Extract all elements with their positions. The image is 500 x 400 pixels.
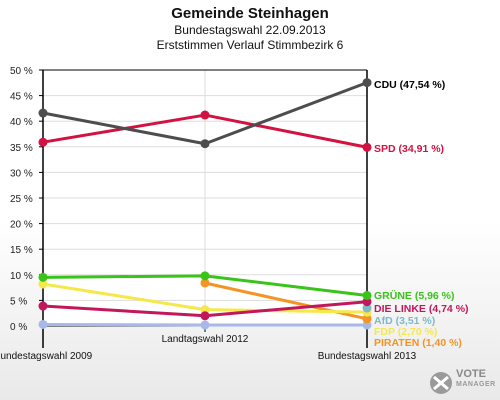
series-label-fdp: FDP (2,70 %) bbox=[374, 326, 437, 338]
data-point-sonstige bbox=[200, 320, 210, 330]
data-point-fdp bbox=[38, 279, 48, 289]
y-tick-label: 5 % bbox=[10, 296, 27, 307]
x-category-label: Bundestagswahl 2013 bbox=[318, 351, 417, 362]
data-point-cdu bbox=[200, 139, 210, 149]
data-point-piraten bbox=[200, 278, 210, 288]
data-point-sonstige bbox=[38, 319, 48, 329]
chart-title: Gemeinde Steinhagen bbox=[171, 5, 329, 22]
chart-subtitle: Bundestagswahl 22.09.2013 bbox=[174, 23, 326, 37]
series-label-spd: SPD (34,91 %) bbox=[374, 143, 444, 155]
data-point-gr-ne bbox=[200, 271, 210, 281]
x-category-label: Landtagswahl 2012 bbox=[162, 334, 249, 345]
series-label-gr-ne: GRÜNE (5,96 %) bbox=[374, 289, 455, 302]
series-label-cdu: CDU (47,54 %) bbox=[374, 79, 445, 91]
chart-subtitle-2: Erststimmen Verlauf Stimmbezirk 6 bbox=[156, 38, 344, 52]
data-point-piraten bbox=[362, 314, 372, 324]
logo-text: VOTE bbox=[456, 368, 486, 380]
data-point-cdu bbox=[38, 108, 48, 118]
x-category-label: Bundestagswahl 2009 bbox=[0, 351, 93, 362]
data-point-gr-ne bbox=[362, 290, 372, 300]
y-tick-label: 35 % bbox=[10, 143, 33, 154]
data-point-gr-ne bbox=[38, 272, 48, 282]
data-point-cdu bbox=[362, 78, 372, 88]
y-tick-label: 10 % bbox=[10, 271, 33, 282]
data-point-die-linke bbox=[362, 297, 372, 307]
y-tick-label: 25 % bbox=[10, 194, 33, 205]
data-point-afd bbox=[362, 303, 372, 313]
series-label-die-linke: DIE LINKE (4,74 %) bbox=[374, 303, 469, 315]
data-point-die-linke bbox=[200, 311, 210, 321]
y-tick-label: 45 % bbox=[10, 92, 33, 103]
y-tick-label: 40 % bbox=[10, 117, 33, 128]
data-point-spd bbox=[38, 137, 48, 147]
vote-manager-logo bbox=[430, 372, 452, 394]
logo-subtext: MANAGER bbox=[456, 381, 496, 388]
data-point-spd bbox=[362, 142, 372, 152]
y-tick-label: 30 % bbox=[10, 168, 33, 179]
y-tick-label: 50 % bbox=[10, 66, 33, 77]
y-tick-label: 15 % bbox=[10, 245, 33, 256]
series-label-piraten: PIRATEN (1,40 %) bbox=[374, 337, 462, 349]
data-point-die-linke bbox=[38, 301, 48, 311]
data-point-spd bbox=[200, 110, 210, 120]
y-tick-label: 20 % bbox=[10, 220, 33, 231]
series-label-afd: AfD (3,51 %) bbox=[374, 315, 435, 327]
y-tick-label: 0 % bbox=[10, 322, 27, 333]
